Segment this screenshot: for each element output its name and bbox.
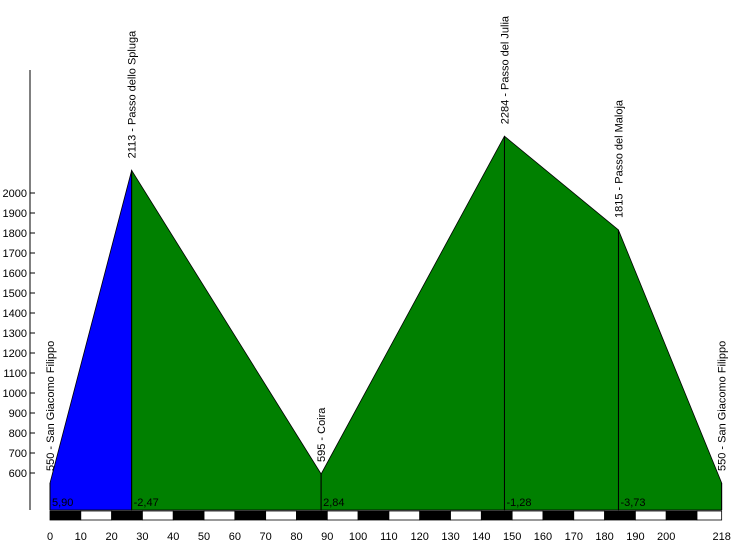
ruler-block-4 <box>142 510 174 521</box>
x-tick-label-190: 190 <box>626 531 644 543</box>
gradient-label-3: 2,84 <box>323 497 344 509</box>
ruler-block-11 <box>357 510 390 521</box>
distance-ruler <box>49 510 723 521</box>
x-tick-label-0: 0 <box>47 531 53 543</box>
point-label-6: 550 - San Giacomo Filippo <box>717 341 729 471</box>
x-tick-label-100: 100 <box>349 531 367 543</box>
ruler-block-12 <box>388 510 421 521</box>
y-tick-label-1600: 1600 <box>3 268 27 280</box>
ruler-block-10 <box>326 510 359 521</box>
x-tick-label-50: 50 <box>198 531 210 543</box>
profile-segment-2 <box>131 169 322 511</box>
x-tick-label-110: 110 <box>380 531 398 543</box>
point-label-2: 2113 - Passo dello Spluga <box>127 30 139 158</box>
x-tick-label-60: 60 <box>229 531 241 543</box>
profile-segment-4 <box>504 135 619 511</box>
x-tick-label-130: 130 <box>441 531 459 543</box>
ruler-block-16 <box>511 510 544 521</box>
x-tick-label-170: 170 <box>565 531 583 543</box>
y-tick-label-2000: 2000 <box>3 188 27 200</box>
ruler-block-1 <box>49 510 82 521</box>
x-tick-label-20: 20 <box>105 531 117 543</box>
x-tick-label-150: 150 <box>503 531 521 543</box>
profile-segment-3 <box>320 136 505 511</box>
point-label-3: 595 - Coira <box>316 407 328 462</box>
y-tick-label-800: 800 <box>9 428 27 440</box>
x-tick-label-90: 90 <box>321 531 333 543</box>
gradient-label-2: -2,47 <box>134 497 159 509</box>
ruler-block-2 <box>80 510 113 521</box>
ruler-block-21 <box>665 510 698 521</box>
gradient-label-5: -3,73 <box>620 497 645 509</box>
ruler-block-22 <box>696 510 723 521</box>
x-tick-label-70: 70 <box>260 531 272 543</box>
point-annotations: 550 - San Giacomo Filippo 2113 - Passo de… <box>45 15 729 471</box>
y-axis-ticks: 600 700 800 900 1000 1100 1200 1300 1400 1500 1600… <box>3 188 35 480</box>
profile-segment-5 <box>618 229 723 511</box>
profile-segment-1 <box>49 170 133 511</box>
y-tick-label-1500: 1500 <box>3 288 27 300</box>
ruler-block-3 <box>111 510 143 521</box>
gradient-label-1: 5,90 <box>52 497 73 509</box>
x-tick-label-80: 80 <box>290 531 302 543</box>
y-tick-label-1000: 1000 <box>3 388 27 400</box>
ruler-block-6 <box>203 510 236 521</box>
y-tick-label-1100: 1100 <box>3 368 27 380</box>
y-tick-label-1400: 1400 <box>3 308 27 320</box>
y-tick-label-1900: 1900 <box>3 208 27 220</box>
y-tick-label-1700: 1700 <box>3 248 27 260</box>
y-tick-label-1800: 1800 <box>3 228 27 240</box>
segment-fills <box>49 135 723 511</box>
ruler-block-19 <box>604 510 636 521</box>
y-tick-label-1300: 1300 <box>3 328 27 340</box>
x-tick-label-40: 40 <box>167 531 179 543</box>
ruler-block-14 <box>450 510 482 521</box>
point-label-5: 1815 - Passo del Maloja <box>613 99 625 218</box>
segment-dividers <box>49 136 723 510</box>
x-axis-ticks: 0 10 20 30 40 50 60 70 80 90 100 110 120 130 140 150 160… <box>47 531 731 543</box>
y-tick-label-900: 900 <box>9 408 27 420</box>
ruler-block-15 <box>480 510 513 521</box>
x-tick-label-140: 140 <box>472 531 490 543</box>
gradient-labels: 5,90 -2,47 2,84 -1,28 -3,73 <box>52 497 646 509</box>
ruler-block-8 <box>265 510 297 521</box>
ruler-block-17 <box>542 510 575 521</box>
ruler-block-9 <box>296 510 328 521</box>
x-tick-label-120: 120 <box>411 531 429 543</box>
x-tick-label-218: 218 <box>712 531 730 543</box>
y-tick-label-700: 700 <box>9 448 27 460</box>
y-tick-label-1200: 1200 <box>3 348 27 360</box>
x-tick-label-160: 160 <box>534 531 552 543</box>
y-tick-label-600: 600 <box>9 468 27 480</box>
ruler-block-5 <box>172 510 205 521</box>
point-label-4: 2284 - Passo del Julia <box>499 15 511 124</box>
x-tick-label-30: 30 <box>136 531 148 543</box>
ruler-block-20 <box>634 510 667 521</box>
x-tick-label-10: 10 <box>75 531 87 543</box>
ruler-block-18 <box>573 510 605 521</box>
x-tick-label-200: 200 <box>657 531 675 543</box>
ruler-block-7 <box>234 510 267 521</box>
x-tick-label-180: 180 <box>595 531 613 543</box>
gradient-label-4: -1,28 <box>506 497 531 509</box>
ruler-block-13 <box>419 510 451 521</box>
point-label-1: 550 - San Giacomo Filippo <box>45 341 57 471</box>
